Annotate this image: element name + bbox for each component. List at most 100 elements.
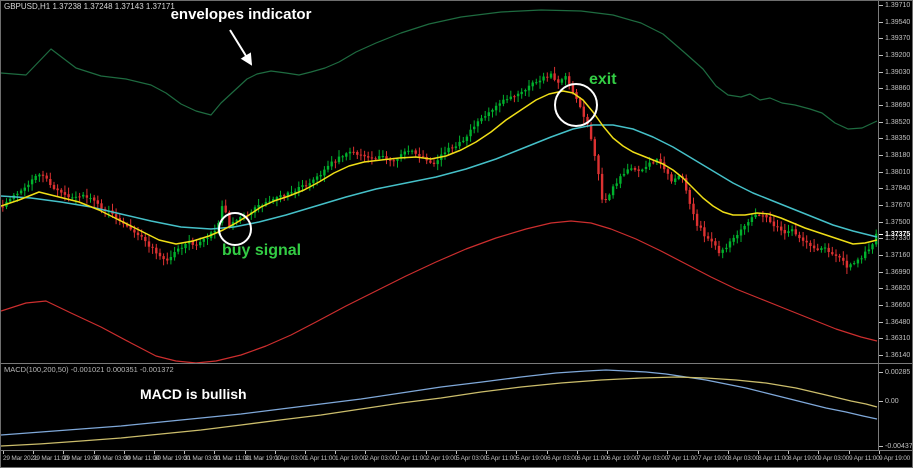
panel-separator [1, 450, 912, 451]
macd-axis-label: 0.00 [885, 398, 899, 405]
time-tick [33, 451, 34, 454]
current-price-tick [879, 234, 883, 235]
time-axis-label: 7 Apr 03:00 [637, 455, 669, 462]
time-axis-label: 29 Mar 11:00 [33, 455, 69, 462]
price-axis-label: 1.36480 [885, 319, 911, 326]
time-tick [426, 451, 427, 454]
time-axis-label: 2 Apr 03:00 [365, 455, 397, 462]
price-tick [879, 188, 883, 189]
time-tick [577, 451, 578, 454]
price-tick [879, 105, 883, 106]
price-axis-label: 1.38010 [885, 169, 911, 176]
price-tick [879, 355, 883, 356]
time-tick [305, 451, 306, 454]
candlestick-series [1, 66, 878, 274]
buy-signal-circle [218, 212, 252, 246]
price-axis-label: 1.38180 [885, 152, 911, 159]
time-tick [94, 451, 95, 454]
annotation-arrow-icon [229, 29, 253, 66]
time-tick [486, 451, 487, 454]
price-tick [879, 205, 883, 206]
price-tick [879, 72, 883, 73]
panel-separator [1, 363, 912, 364]
time-axis-label: 30 Mar 11:00 [124, 455, 160, 462]
current-price-label: 1.37375 [885, 231, 911, 238]
time-axis-label: 31 Mar 03:00 [184, 455, 220, 462]
time-tick [698, 451, 699, 454]
price-tick [879, 155, 883, 156]
price-axis-label: 1.38520 [885, 119, 911, 126]
price-tick [879, 5, 883, 6]
envelopes-annotation: envelopes indicator [170, 6, 312, 23]
macd-axis-tick [879, 446, 883, 447]
time-axis-label: 9 Apr 19:00 [879, 455, 911, 462]
time-axis-label: 31 Mar 19:00 [245, 455, 281, 462]
price-axis-label: 1.36310 [885, 335, 911, 342]
exit-annotation: exit [589, 71, 617, 88]
macd-axis-tick [879, 401, 883, 402]
time-axis-label: 5 Apr 11:00 [486, 455, 517, 462]
time-axis-label: 5 Apr 03:00 [456, 455, 488, 462]
price-axis-label: 1.37330 [885, 235, 911, 242]
time-axis-label: 6 Apr 11:00 [577, 455, 608, 462]
macd-axis-label: 0.00285 [885, 369, 911, 376]
price-tick [879, 88, 883, 89]
time-tick [275, 451, 276, 454]
time-tick [245, 451, 246, 454]
price-tick [879, 172, 883, 173]
time-tick [758, 451, 759, 454]
time-tick [516, 451, 517, 454]
main-price-chart[interactable] [1, 1, 878, 363]
price-tick [879, 322, 883, 323]
time-axis-label: 6 Apr 03:00 [547, 455, 579, 462]
time-tick [728, 451, 729, 454]
time-tick [214, 451, 215, 454]
price-axis-label: 1.36140 [885, 352, 911, 359]
time-tick [3, 451, 4, 454]
macd-values-label: MACD(100,200,50) -0.001021 0.000351 -0.0… [4, 365, 174, 374]
price-tick [879, 238, 883, 239]
price-tick [879, 38, 883, 39]
price-tick [879, 138, 883, 139]
time-axis-label: 9 Apr 11:00 [849, 455, 880, 462]
macd-indicator-panel[interactable] [1, 364, 878, 449]
price-tick [879, 22, 883, 23]
price-tick [879, 255, 883, 256]
macd-axis-label: -0.00437 [885, 443, 913, 450]
price-tick [879, 222, 883, 223]
price-axis-label: 1.39710 [885, 2, 911, 9]
price-axis-label: 1.37500 [885, 219, 911, 226]
price-tick [879, 55, 883, 56]
price-tick [879, 338, 883, 339]
price-axis-label: 1.37840 [885, 185, 911, 192]
time-tick [154, 451, 155, 454]
macd-lines [1, 369, 878, 447]
price-tick [879, 122, 883, 123]
price-axis-label: 1.36990 [885, 269, 911, 276]
time-tick [184, 451, 185, 454]
time-tick [637, 451, 638, 454]
macd-bullish-annotation: MACD is bullish [140, 386, 247, 402]
exit-circle [554, 83, 598, 127]
price-tick [879, 272, 883, 273]
price-axis[interactable]: 1.39710 1.39540 1.39370 1.39200 1.39030 1.388… [878, 1, 913, 450]
time-tick [396, 451, 397, 454]
time-axis-label: 8 Apr 03:00 [728, 455, 760, 462]
time-axis-label: 1 Apr 19:00 [335, 455, 367, 462]
symbol-ohlc-label: GBPUSD,H1 1.37238 1.37248 1.37143 1.3717… [4, 2, 175, 11]
time-tick [607, 451, 608, 454]
time-tick [456, 451, 457, 454]
time-axis-label: 29 Mar 19:00 [63, 455, 99, 462]
time-axis-label: 30 Mar 19:00 [154, 455, 190, 462]
price-axis-label: 1.38350 [885, 135, 911, 142]
time-axis[interactable]: 29 Mar 2021 29 Mar 11:00 29 Mar 19:00 30 Ma… [1, 451, 912, 467]
time-axis-label: 1 Apr 03:00 [275, 455, 307, 462]
price-axis-label: 1.36650 [885, 302, 911, 309]
price-axis-label: 1.37670 [885, 202, 911, 209]
time-axis-label: 2 Apr 11:00 [396, 455, 427, 462]
price-axis-label: 1.38690 [885, 102, 911, 109]
time-axis-label: 8 Apr 11:00 [758, 455, 789, 462]
time-tick [818, 451, 819, 454]
price-axis-label: 1.39200 [885, 52, 911, 59]
